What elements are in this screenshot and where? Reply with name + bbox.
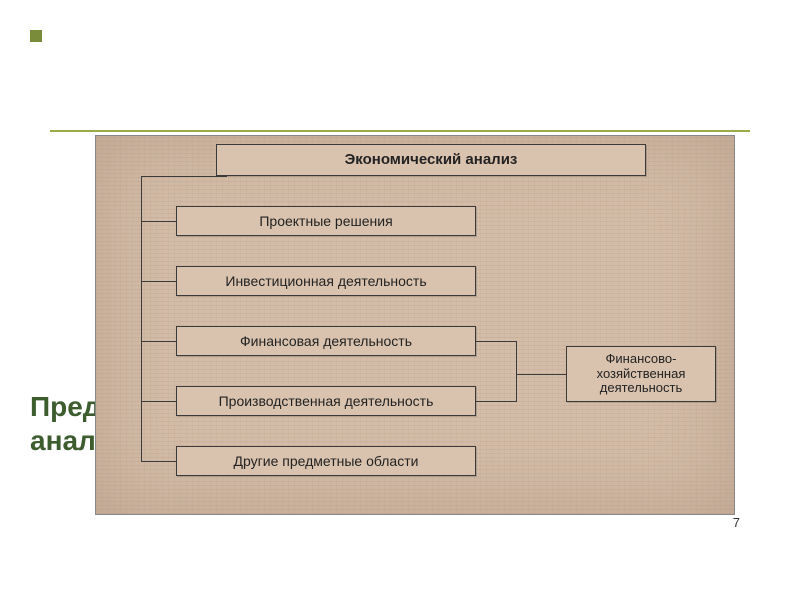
diagram-root-box: Экономический анализ	[216, 144, 646, 176]
diagram-node-4: Производственная деятельность	[176, 386, 476, 416]
diagram-node-2: Инвестиционная деятельность	[176, 266, 476, 296]
edge-bracket-to-side	[516, 374, 566, 375]
edge-bracket-vertical	[516, 341, 517, 402]
diagram-root-label: Экономический анализ	[345, 151, 518, 168]
edge-n3-right	[476, 341, 516, 342]
diagram-node-4-label: Производственная деятельность	[219, 393, 434, 409]
diagram-node-5-label: Другие предметные области	[234, 453, 419, 469]
edge-title-drop	[141, 176, 226, 177]
edge-stub-1	[141, 221, 176, 222]
diagram-node-2-label: Инвестиционная деятельность	[225, 273, 426, 289]
diagram-node-3: Финансовая деятельность	[176, 326, 476, 356]
edge-stub-4	[141, 401, 176, 402]
slide-bullet-marker	[30, 30, 42, 42]
edge-bus-vertical	[141, 176, 142, 461]
diagram-node-1-label: Проектные решения	[259, 213, 392, 229]
edge-stub-5	[141, 461, 176, 462]
diagram-scan-area: Экономический анализ Проектные решения И…	[95, 135, 735, 515]
edge-stub-3	[141, 341, 176, 342]
page-number: 7	[733, 515, 740, 530]
horizontal-rule	[50, 130, 750, 132]
diagram-node-3-label: Финансовая деятельность	[240, 333, 412, 349]
diagram-side-node: Финансово-хозяйственная деятельность	[566, 346, 716, 402]
occluded-heading-line1: Пред	[30, 391, 101, 422]
diagram-side-node-label: Финансово-хозяйственная деятельность	[573, 352, 709, 397]
occluded-heading: Пред анал	[30, 390, 101, 457]
diagram-node-5: Другие предметные области	[176, 446, 476, 476]
edge-n4-right	[476, 401, 516, 402]
diagram-node-1: Проектные решения	[176, 206, 476, 236]
edge-stub-2	[141, 281, 176, 282]
occluded-heading-line2: анал	[30, 425, 96, 456]
